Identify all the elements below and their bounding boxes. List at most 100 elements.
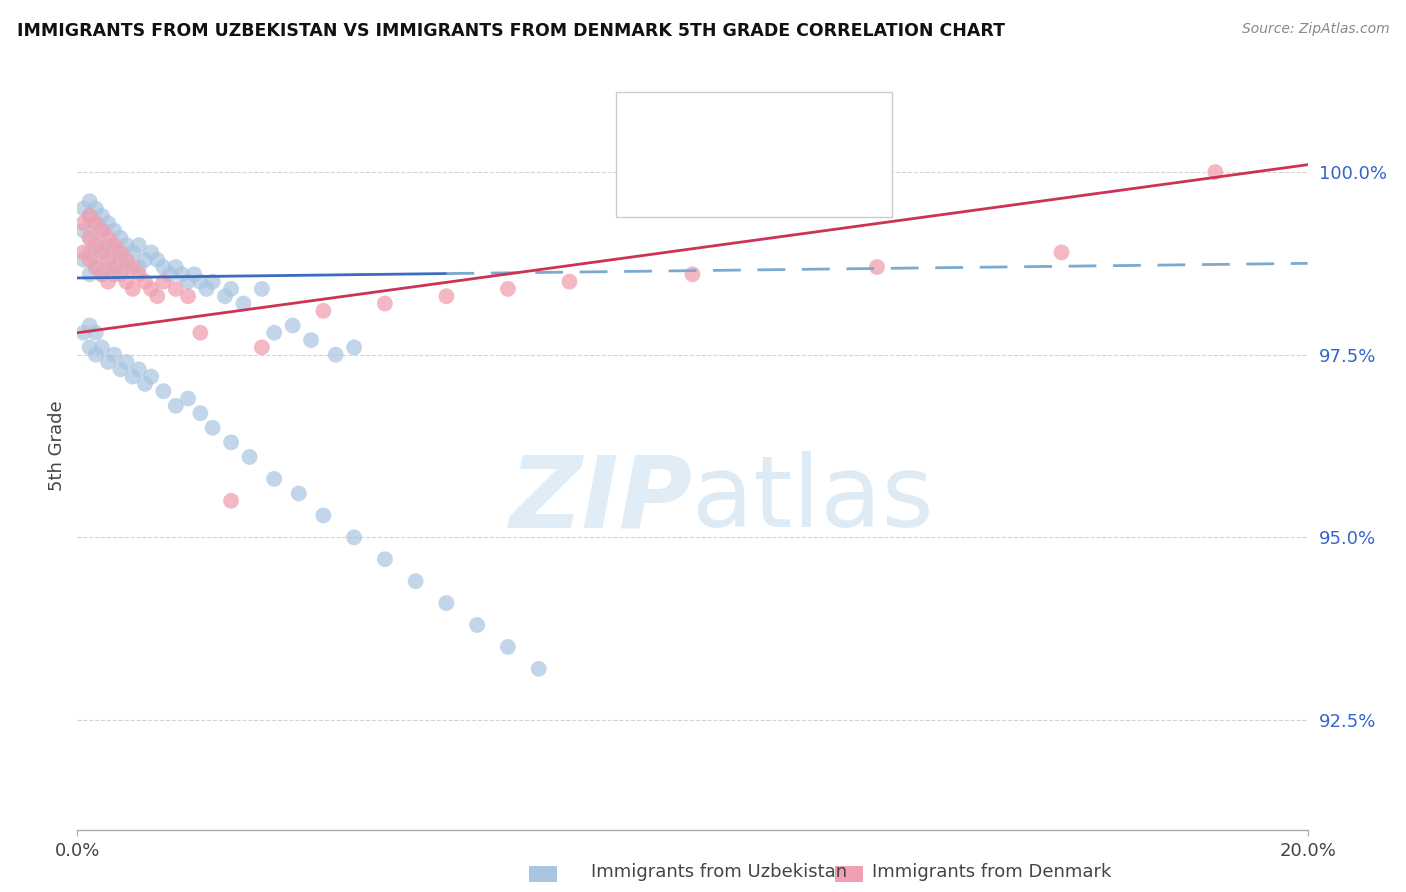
Point: [97, 238, 120, 252]
Point: [263, 472, 285, 486]
Point: [374, 552, 396, 566]
Point: [72, 245, 94, 260]
Text: IMMIGRANTS FROM UZBEKISTAN VS IMMIGRANTS FROM DENMARK 5TH GRADE CORRELATION CHAR: IMMIGRANTS FROM UZBEKISTAN VS IMMIGRANTS…: [17, 22, 1005, 40]
Point: [141, 369, 163, 384]
Point: [84, 238, 107, 252]
Point: [97, 231, 120, 245]
Point: [219, 493, 242, 508]
Point: [115, 238, 138, 252]
Point: [183, 268, 205, 282]
Point: [110, 268, 132, 282]
Point: [219, 435, 242, 450]
Point: [84, 348, 107, 362]
Point: [90, 268, 114, 282]
Point: [159, 268, 181, 282]
Point: [72, 216, 94, 230]
Text: ZIP: ZIP: [509, 451, 693, 549]
Point: [128, 238, 150, 252]
Point: [90, 223, 114, 237]
Point: [405, 574, 427, 589]
Point: [436, 596, 458, 610]
Point: [121, 282, 143, 296]
Point: [97, 275, 120, 289]
Point: [558, 275, 581, 289]
Point: [79, 268, 101, 282]
Text: atlas: atlas: [693, 451, 934, 549]
Point: [188, 406, 212, 420]
Point: [134, 376, 156, 391]
Point: [239, 450, 262, 464]
Point: [90, 340, 114, 354]
Point: [165, 399, 187, 413]
Point: [90, 268, 114, 282]
Point: [312, 508, 335, 523]
Point: [103, 245, 125, 260]
Point: [1204, 165, 1226, 179]
Point: [134, 252, 156, 267]
Point: [219, 282, 242, 296]
Point: [72, 252, 94, 267]
Point: [103, 223, 125, 237]
Point: [152, 260, 174, 274]
Point: [232, 296, 254, 310]
Point: [103, 238, 125, 252]
Point: [250, 282, 273, 296]
Point: [79, 318, 101, 333]
Point: [84, 202, 107, 216]
Point: [72, 202, 94, 216]
Point: [84, 260, 107, 274]
Point: [84, 216, 107, 230]
Point: [97, 260, 120, 274]
Point: [121, 245, 143, 260]
Point: [97, 252, 120, 267]
Point: [79, 245, 101, 260]
Point: [79, 231, 101, 245]
Point: [201, 421, 224, 435]
Point: [188, 326, 212, 340]
Point: [115, 275, 138, 289]
Point: [141, 245, 163, 260]
Point: [103, 260, 125, 274]
Point: [177, 289, 200, 303]
Point: [496, 282, 519, 296]
Point: [84, 326, 107, 340]
Point: [165, 282, 187, 296]
Point: [90, 223, 114, 237]
Point: [79, 209, 101, 223]
Point: [110, 252, 132, 267]
Point: [250, 340, 273, 354]
Point: [682, 268, 704, 282]
Point: [79, 231, 101, 245]
Point: [281, 318, 304, 333]
Point: [121, 369, 143, 384]
Point: [103, 268, 125, 282]
Point: [97, 355, 120, 369]
Point: [214, 289, 236, 303]
Point: [110, 362, 132, 376]
Point: [84, 216, 107, 230]
Point: [141, 282, 163, 296]
Point: [90, 209, 114, 223]
Point: [128, 260, 150, 274]
Point: [134, 275, 156, 289]
Point: [115, 252, 138, 267]
Point: [165, 260, 187, 274]
Point: [128, 362, 150, 376]
Point: [201, 275, 224, 289]
Point: [527, 662, 550, 676]
Point: [177, 392, 200, 406]
Point: [103, 348, 125, 362]
Point: [1050, 245, 1073, 260]
Point: [312, 303, 335, 318]
Bar: [835, 866, 863, 882]
Point: [195, 282, 218, 296]
Point: [263, 326, 285, 340]
Y-axis label: 5th Grade: 5th Grade: [48, 401, 66, 491]
Point: [84, 260, 107, 274]
Point: [299, 333, 322, 347]
Bar: [529, 866, 557, 882]
Point: [343, 530, 366, 544]
Point: [84, 238, 107, 252]
Point: [79, 194, 101, 209]
Point: [72, 223, 94, 237]
